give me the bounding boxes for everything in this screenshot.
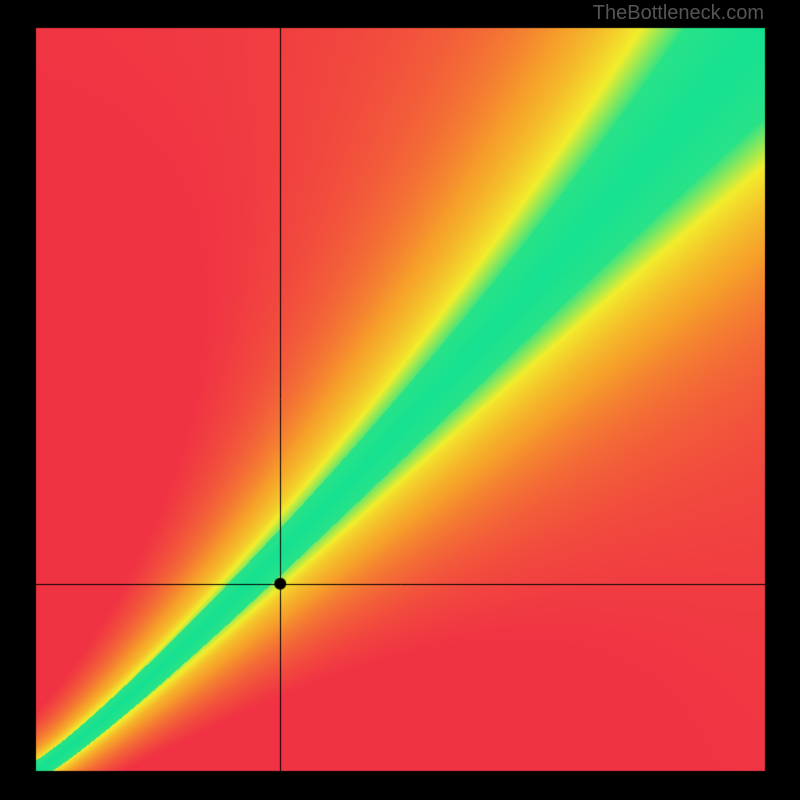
- bottleneck-heatmap-canvas: [0, 0, 800, 800]
- chart-root: TheBottleneck.com: [0, 0, 800, 800]
